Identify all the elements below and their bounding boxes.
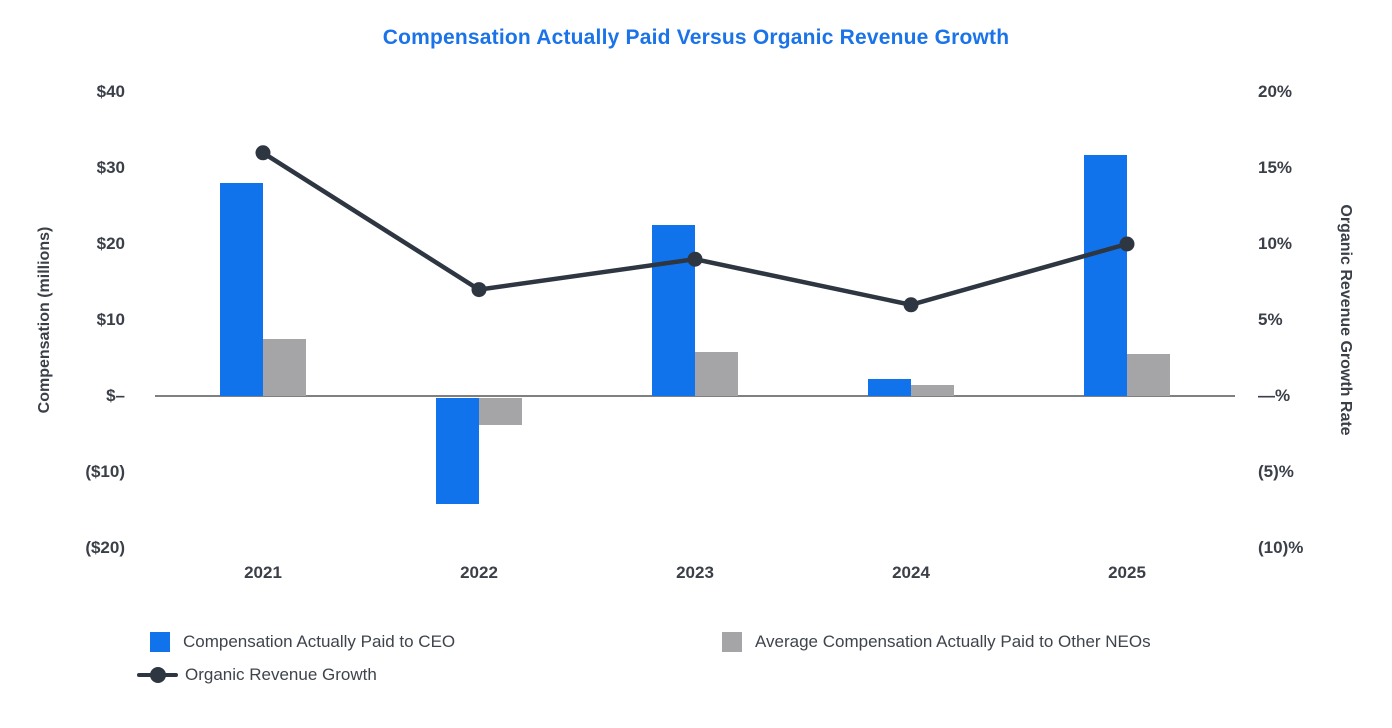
growth-point-2021 [255,145,271,161]
left-axis-tick: $– [106,386,125,405]
growth-point-2024 [903,297,919,313]
x-axis-label-2025: 2025 [1108,563,1146,582]
bar-ceo-2024 [868,379,911,396]
ceo-legend-swatch-icon [150,632,170,652]
bar-neo-2024 [911,385,954,396]
growth-point-2022 [471,282,487,298]
left-axis-tick: $40 [96,82,125,101]
growth-line [260,150,1130,308]
bar-ceo-2021 [220,183,263,396]
left-axis-tick: $30 [96,158,125,177]
x-axis-label-2021: 2021 [244,563,282,582]
left-axis-tick: $20 [96,234,125,253]
legend-item-ceo: Compensation Actually Paid to CEO [150,630,455,654]
x-axis-label-2024: 2024 [892,563,930,582]
right-axis-tick: (5)% [1258,462,1294,481]
legend-label-growth: Organic Revenue Growth [185,665,377,684]
x-axis-label-2022: 2022 [460,563,498,582]
bar-neo-2022 [479,398,522,425]
growth-point-2025 [1119,236,1135,252]
bar-neo-2025 [1127,354,1170,396]
growth-legend-line-icon [137,666,178,684]
bar-neo-2023 [695,351,738,396]
right-axis-tick: 10% [1258,234,1293,253]
right-axis-tick: 5% [1258,310,1283,329]
right-axis-tick: 15% [1258,158,1293,177]
x-axis-label-2023: 2023 [676,563,714,582]
legend-item-neo: Average Compensation Actually Paid to Ot… [722,630,1151,654]
bar-ceo-2022 [436,398,479,505]
left-axis-tick: ($10) [85,462,125,481]
bar-ceo-2025 [1084,155,1127,396]
right-axis-tick: 20% [1258,82,1293,101]
zero-baseline [155,395,1235,397]
legend-label-ceo: Compensation Actually Paid to CEO [183,632,456,651]
neo-legend-swatch-icon [722,632,742,652]
bar-neo-2021 [263,339,306,396]
bar-ceo-2023 [652,225,695,396]
chart-title: Compensation Actually Paid Versus Organi… [382,26,1010,49]
left-axis-tick: ($20) [85,538,125,557]
legend-label-neo: Average Compensation Actually Paid to Ot… [755,632,1151,651]
growth-point-2023 [687,251,703,267]
legend-item-growth: Organic Revenue Growth [137,663,377,687]
left-axis-tick: $10 [96,310,125,329]
right-axis-tick: (10)% [1258,538,1304,557]
right-axis-tick: —% [1258,386,1291,405]
